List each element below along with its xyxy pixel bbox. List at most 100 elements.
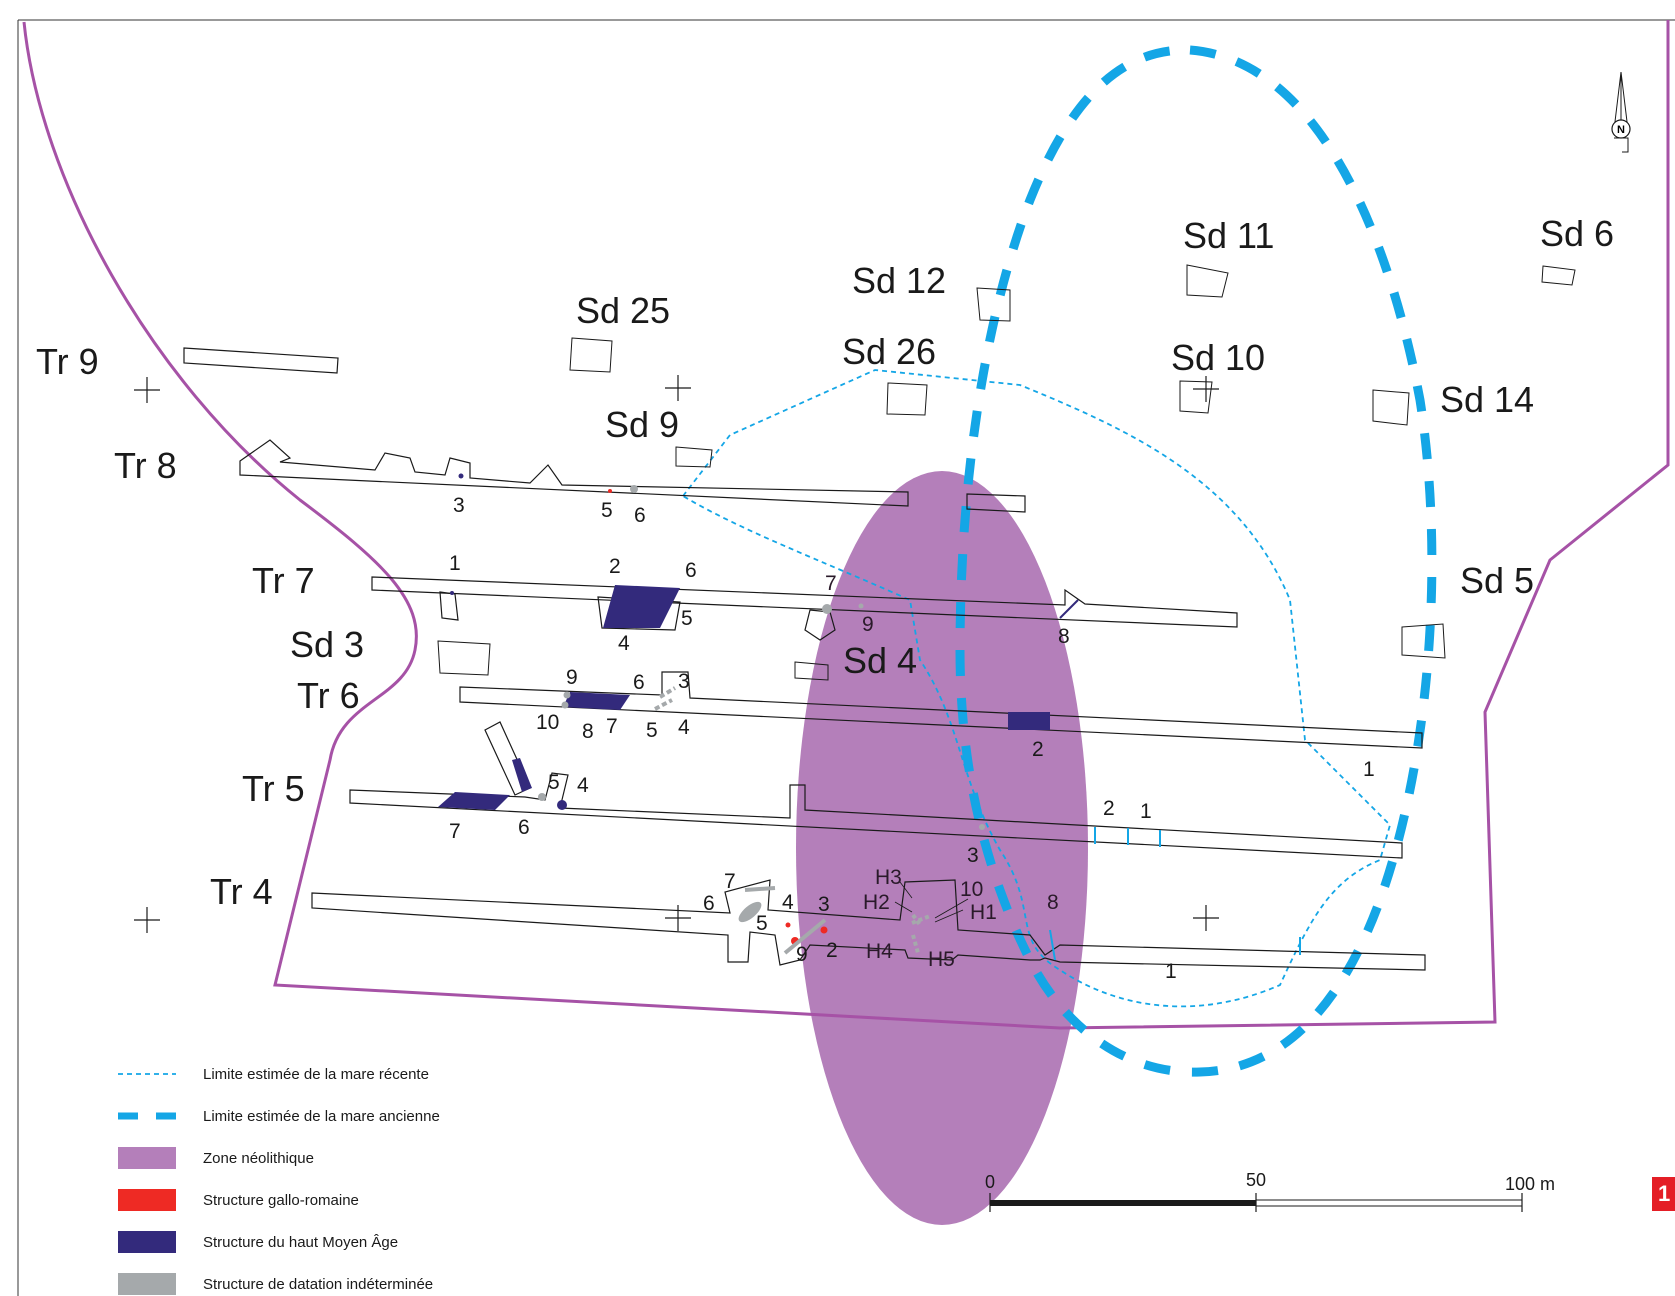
grid-cross: [665, 905, 691, 931]
legend-swatch: [118, 1231, 176, 1253]
structure-number: 8: [582, 720, 594, 743]
structure-number: 2: [826, 939, 838, 962]
hma-structure-tr6-2: [1008, 712, 1050, 730]
label-sd14: Sd 14: [1440, 379, 1534, 420]
gallo-structure-tr4-2: [820, 926, 828, 934]
hma-structure-tr7-1: [450, 591, 454, 595]
label-sd26: Sd 26: [842, 331, 936, 372]
legend-label: Structure du haut Moyen Âge: [203, 1233, 399, 1251]
undated-structure-tr4-h5: [911, 934, 920, 954]
label-sd9: Sd 9: [605, 404, 679, 445]
legend-symbol-dashed-thin: [118, 1073, 176, 1075]
undated-structure-tr6-5: [654, 698, 673, 711]
structure-number: H3: [875, 866, 902, 889]
structure-number: 9: [566, 666, 578, 689]
undated-structure-tr6-9: [563, 691, 571, 699]
old-pond-limit: [955, 45, 1437, 1077]
structure-number: 4: [678, 716, 690, 739]
label-sd10: Sd 10: [1171, 337, 1265, 378]
undated-structure-tr7-7: [822, 604, 832, 614]
legend-swatch: [118, 1147, 176, 1169]
structure-number: 1: [1165, 960, 1177, 983]
undated-structure-tr7-9: [858, 603, 864, 609]
sondage-sd9: [675, 446, 713, 468]
label-tr9: Tr 9: [36, 341, 99, 382]
structure-number: 9: [862, 613, 874, 636]
sondage-sd10: [1179, 380, 1213, 414]
grid-cross: [665, 375, 691, 401]
structure-number: 6: [634, 504, 646, 527]
north-arrow-letter: N: [1617, 124, 1625, 136]
structure-number: 3: [453, 494, 465, 517]
legend-swatch: [118, 1273, 176, 1295]
label-tr8: Tr 8: [114, 445, 177, 486]
undated-structure-tr6-10: [561, 701, 569, 709]
undated-structure-tr5-3: [979, 824, 985, 830]
neolithic-zone: [796, 471, 1088, 1225]
sondage-sd11: [1186, 264, 1229, 298]
structure-number: 5: [681, 607, 693, 630]
scale-label-0: 0: [985, 1172, 995, 1192]
structure-number: 3: [818, 893, 830, 916]
site-boundary: [22, 20, 1670, 1030]
structure-number: 8: [1058, 625, 1070, 648]
grid-cross: [1193, 376, 1219, 402]
label-tr5: Tr 5: [242, 768, 305, 809]
sondage-sd6: [1541, 265, 1576, 286]
legend-label: Structure gallo-romaine: [203, 1191, 359, 1209]
north-arrow-icon: N: [1611, 71, 1631, 153]
sondage-sd14: [1372, 389, 1410, 426]
label-sd5: Sd 5: [1460, 560, 1534, 601]
trench-tr8: [239, 439, 909, 507]
hma-structure-tr6-7: [563, 692, 630, 710]
structure-number: 7: [449, 820, 461, 843]
structure-number: 5: [548, 771, 560, 794]
trench-tr6: [459, 671, 1423, 749]
legend-label: Limite estimée de la mare ancienne: [203, 1107, 440, 1125]
grid-cross: [1193, 905, 1219, 931]
sondage-sd3: [437, 640, 491, 676]
scale-label-50: 50: [1246, 1170, 1266, 1190]
structure-number: 6: [703, 892, 715, 915]
undated-structure-tr4-5: [738, 901, 762, 923]
structure-number: 6: [633, 671, 645, 694]
structure-number: 7: [825, 572, 837, 595]
structure-number: 6: [518, 816, 530, 839]
undated-structure-tr6-4: [658, 686, 677, 699]
structure-number: 6: [685, 559, 697, 582]
gallo-structure-tr8-5: [608, 489, 612, 493]
structure-number: 8: [1047, 891, 1059, 914]
trench-tr7: [371, 576, 1238, 628]
sondage-sd25: [569, 337, 613, 373]
scale-bar: 0 50 100 m: [985, 1170, 1555, 1212]
structure-number: 7: [606, 715, 618, 738]
label-tr4: Tr 4: [210, 871, 273, 912]
trench-tr8-extension: [966, 493, 1026, 513]
sondage-sd5: [1401, 623, 1446, 659]
hma-structure-tr5-branch: [512, 758, 532, 792]
undated-structure-tr4-3: [783, 918, 827, 955]
trench-tr5: [349, 772, 1403, 859]
trench-tr4: [311, 879, 1426, 971]
structure-number: H4: [866, 940, 893, 963]
pond-mark-tr4-8: [1049, 929, 1056, 961]
hma-structure-tr8-3: [458, 473, 464, 479]
structure-number: 9: [796, 943, 808, 966]
structure-number: 3: [967, 844, 979, 867]
structure-number: 10: [536, 711, 559, 734]
hma-structure-tr7-2: [603, 585, 680, 628]
label-tr7: Tr 7: [252, 560, 315, 601]
undated-structure-tr4-h2: [911, 913, 922, 927]
legend-label: Limite estimée de la mare récente: [203, 1065, 429, 1083]
figure-number-badge: 1: [1652, 1177, 1675, 1211]
structure-number: 5: [646, 719, 658, 742]
structure-number: H1: [970, 901, 997, 924]
structure-number: 4: [782, 891, 794, 914]
structure-number: H2: [863, 891, 890, 914]
legend-symbol-dashed-thick: [118, 1112, 176, 1120]
structure-number: 4: [577, 774, 589, 797]
structure-number: 10: [960, 878, 983, 901]
structure-number: 2: [1103, 797, 1115, 820]
